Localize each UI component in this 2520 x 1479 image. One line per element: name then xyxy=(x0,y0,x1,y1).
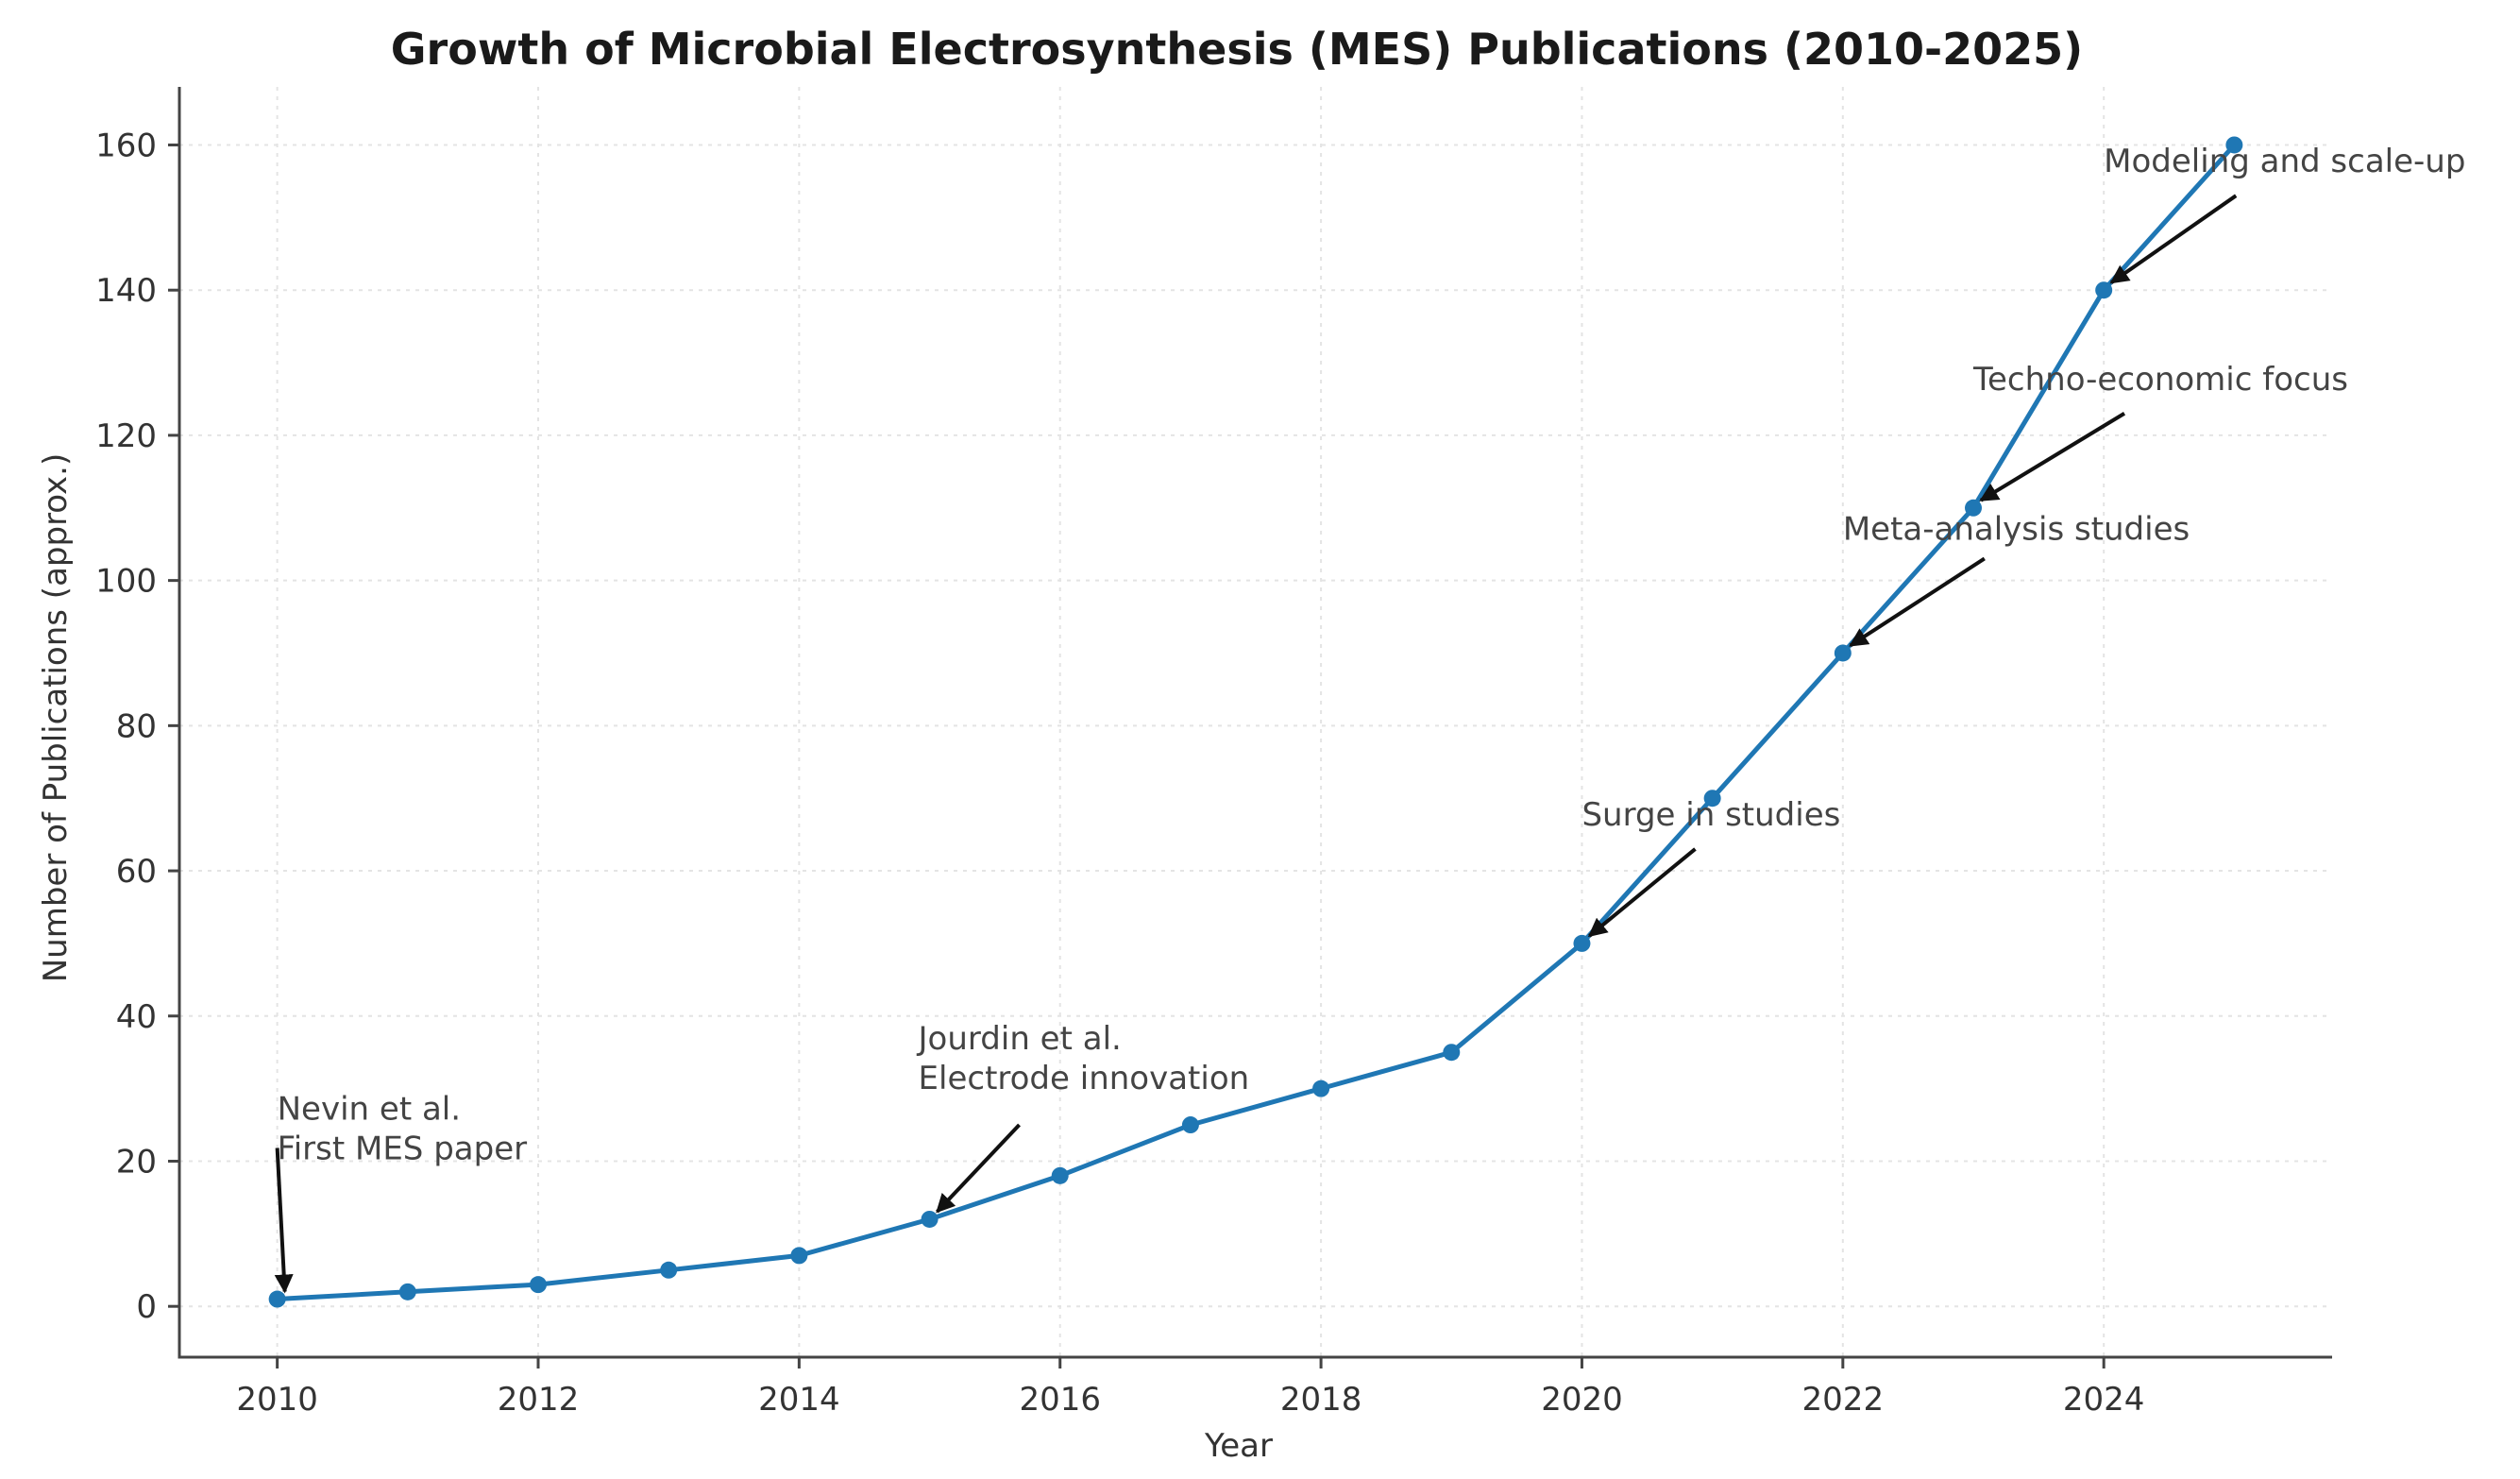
axis-spines xyxy=(178,87,2332,1359)
annotation: Surge in studies xyxy=(1581,796,1840,938)
data-point xyxy=(398,1283,416,1300)
annotation-text: Nevin et al. xyxy=(278,1091,461,1129)
data-point xyxy=(2225,136,2243,154)
x-tick-label: 2018 xyxy=(1280,1381,1362,1419)
annotation: Techno-economic focus xyxy=(1972,361,2348,502)
annotation-text: Electrode innovation xyxy=(919,1060,1250,1097)
annotation-text: Techno-economic focus xyxy=(1972,361,2348,399)
data-point xyxy=(1834,644,1852,662)
series xyxy=(268,136,2243,1308)
data-point xyxy=(268,1290,286,1308)
chart-title: Growth of Microbial Electrosynthesis (ME… xyxy=(391,24,2083,75)
y-tick-label: 40 xyxy=(116,998,157,1036)
annotations: Nevin et al.First MES paper Jourdin et al… xyxy=(274,143,2465,1294)
annotation: Jourdin et al.Electrode innovation xyxy=(917,1020,1250,1214)
data-point xyxy=(1573,934,1591,952)
data-point xyxy=(1312,1080,1330,1097)
y-tick-label: 100 xyxy=(95,563,157,601)
series-line xyxy=(277,143,2237,1301)
y-tick-label: 80 xyxy=(116,707,157,745)
axes: 2010 2012 2014 2016 2018 2020 2022 2024 0 20 40 60 8… xyxy=(95,87,2332,1419)
annotation: Meta-analysis studies xyxy=(1843,510,2190,648)
x-tick-label: 2024 xyxy=(2063,1381,2145,1419)
y-tick-label: 160 xyxy=(95,127,157,164)
annotation-arrow xyxy=(2109,194,2238,284)
annotation-arrow xyxy=(1979,412,2126,502)
annotation-arrow xyxy=(1849,556,1986,648)
grid xyxy=(179,87,2332,1357)
x-tick-label: 2014 xyxy=(758,1381,840,1419)
annotation: Nevin et al.First MES paper xyxy=(274,1091,527,1294)
y-tick-label: 20 xyxy=(116,1143,157,1181)
x-tick-label: 2012 xyxy=(498,1381,580,1419)
x-tick-label: 2016 xyxy=(1019,1381,1101,1419)
data-point xyxy=(790,1247,808,1265)
data-point xyxy=(2095,281,2113,299)
annotation-arrow xyxy=(936,1123,1021,1214)
data-point xyxy=(1965,499,1982,517)
data-point xyxy=(921,1210,939,1228)
annotation-arrow xyxy=(274,1148,294,1294)
annotation-arrow xyxy=(1587,847,1697,938)
y-tick-label: 120 xyxy=(95,417,157,455)
y-axis-label: Number of Publications (approx.) xyxy=(37,453,75,983)
data-point xyxy=(1703,790,1721,808)
y-tick-label: 60 xyxy=(116,853,157,891)
annotation-text: Jourdin et al. xyxy=(917,1020,1122,1058)
x-tick-label: 2010 xyxy=(236,1381,318,1419)
data-point xyxy=(1051,1166,1069,1184)
data-point xyxy=(660,1261,678,1279)
annotation-text: First MES paper xyxy=(278,1130,527,1168)
data-point xyxy=(530,1276,547,1294)
annotation: Modeling and scale-up xyxy=(2104,143,2465,284)
annotation-text: Surge in studies xyxy=(1581,796,1840,834)
x-tick-label: 2022 xyxy=(1802,1381,1885,1419)
x-tick-label: 2020 xyxy=(1541,1381,1623,1419)
data-point xyxy=(1443,1044,1461,1062)
annotation-text: Modeling and scale-up xyxy=(2104,143,2465,180)
y-tick-label: 140 xyxy=(95,272,157,310)
annotation-text: Meta-analysis studies xyxy=(1843,510,2190,548)
x-axis-label: Year xyxy=(1204,1427,1273,1465)
data-point xyxy=(1181,1116,1199,1134)
y-tick-label: 0 xyxy=(136,1288,157,1326)
